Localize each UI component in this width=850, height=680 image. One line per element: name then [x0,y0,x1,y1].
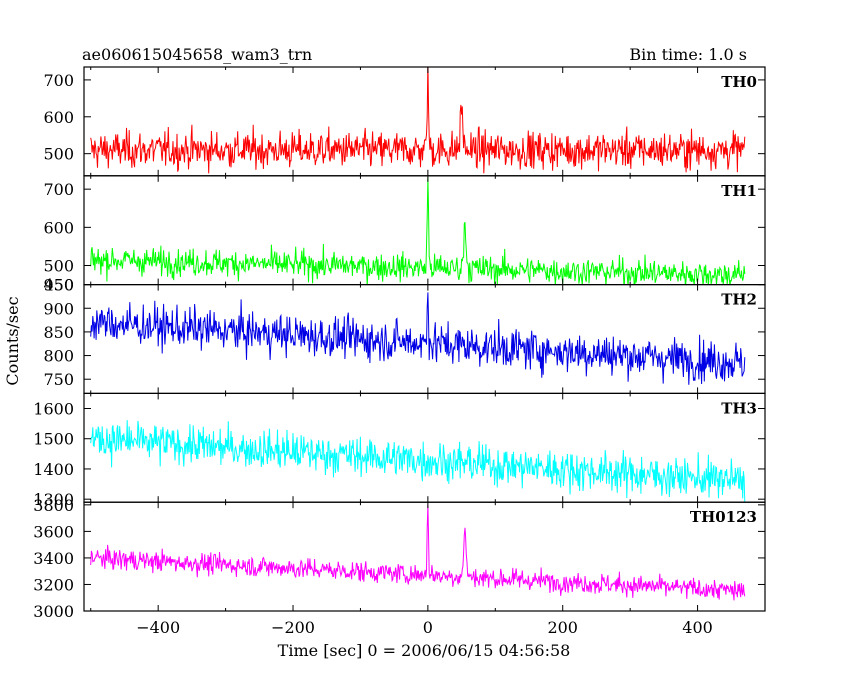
x-axis-label: Time [sec] 0 = 2006/06/15 04:56:58 [278,641,571,660]
panel-th2: 750 800 850 900 950 TH2 [43,276,766,395]
series-th1 [90,177,746,285]
y-tick-label: 600 [43,218,74,237]
y-tick-label: 700 [43,71,74,90]
y-tick-label: 600 [43,108,74,127]
y-tick-label: 1300 [33,490,74,509]
panel-label: TH3 [721,399,757,417]
y-tick-label: 450 [43,276,74,295]
panel-label: TH0123 [690,508,757,526]
panel-th3: 1300 1400 1500 1600 TH3 [33,392,766,509]
y-tick-label: 1500 [33,430,74,449]
panel-frame [83,501,766,612]
y-tick-label: 950 [43,276,74,295]
bin-time-label: Bin time: 1.0 s [629,45,747,64]
x-tick-label: −200 [271,618,315,637]
panel-label: TH2 [721,291,757,309]
panel-th0: 500 600 700 TH0 [43,66,766,177]
y-tick-label: 750 [43,370,74,389]
y-tick-label: 850 [43,323,74,342]
y-tick-label: 3200 [33,575,74,594]
y-tick-label: 3400 [33,549,74,568]
y-tick-label: 1400 [33,460,74,479]
series-th0 [90,67,746,174]
y-tick-label: 900 [43,299,74,318]
series-th3 [90,420,746,503]
x-tick-label: 0 [423,618,433,637]
y-tick-label: 3800 [33,496,74,515]
panel-label: TH1 [721,182,757,200]
chart-title: ae060615045658_wam3_trn [82,45,312,64]
y-tick-label: 800 [43,347,74,366]
y-tick-label: 3600 [33,522,74,541]
y-tick-label: 700 [43,180,74,199]
series-th2 [90,292,746,385]
y-tick-label: 1600 [33,400,74,419]
panel-th0123: 3000 3200 3400 3600 3800 TH0123 [33,496,766,621]
y-tick-label: 500 [43,257,74,276]
y-axis-label: Counts/sec [3,296,22,385]
x-tick-label: 200 [547,618,578,637]
y-tick-label: 3000 [33,602,74,621]
panel-label: TH0 [721,73,757,91]
y-tick-label: 500 [43,145,74,164]
x-tick-label: 400 [682,618,713,637]
series-th0123 [90,504,746,601]
x-tick-label: −400 [136,618,180,637]
